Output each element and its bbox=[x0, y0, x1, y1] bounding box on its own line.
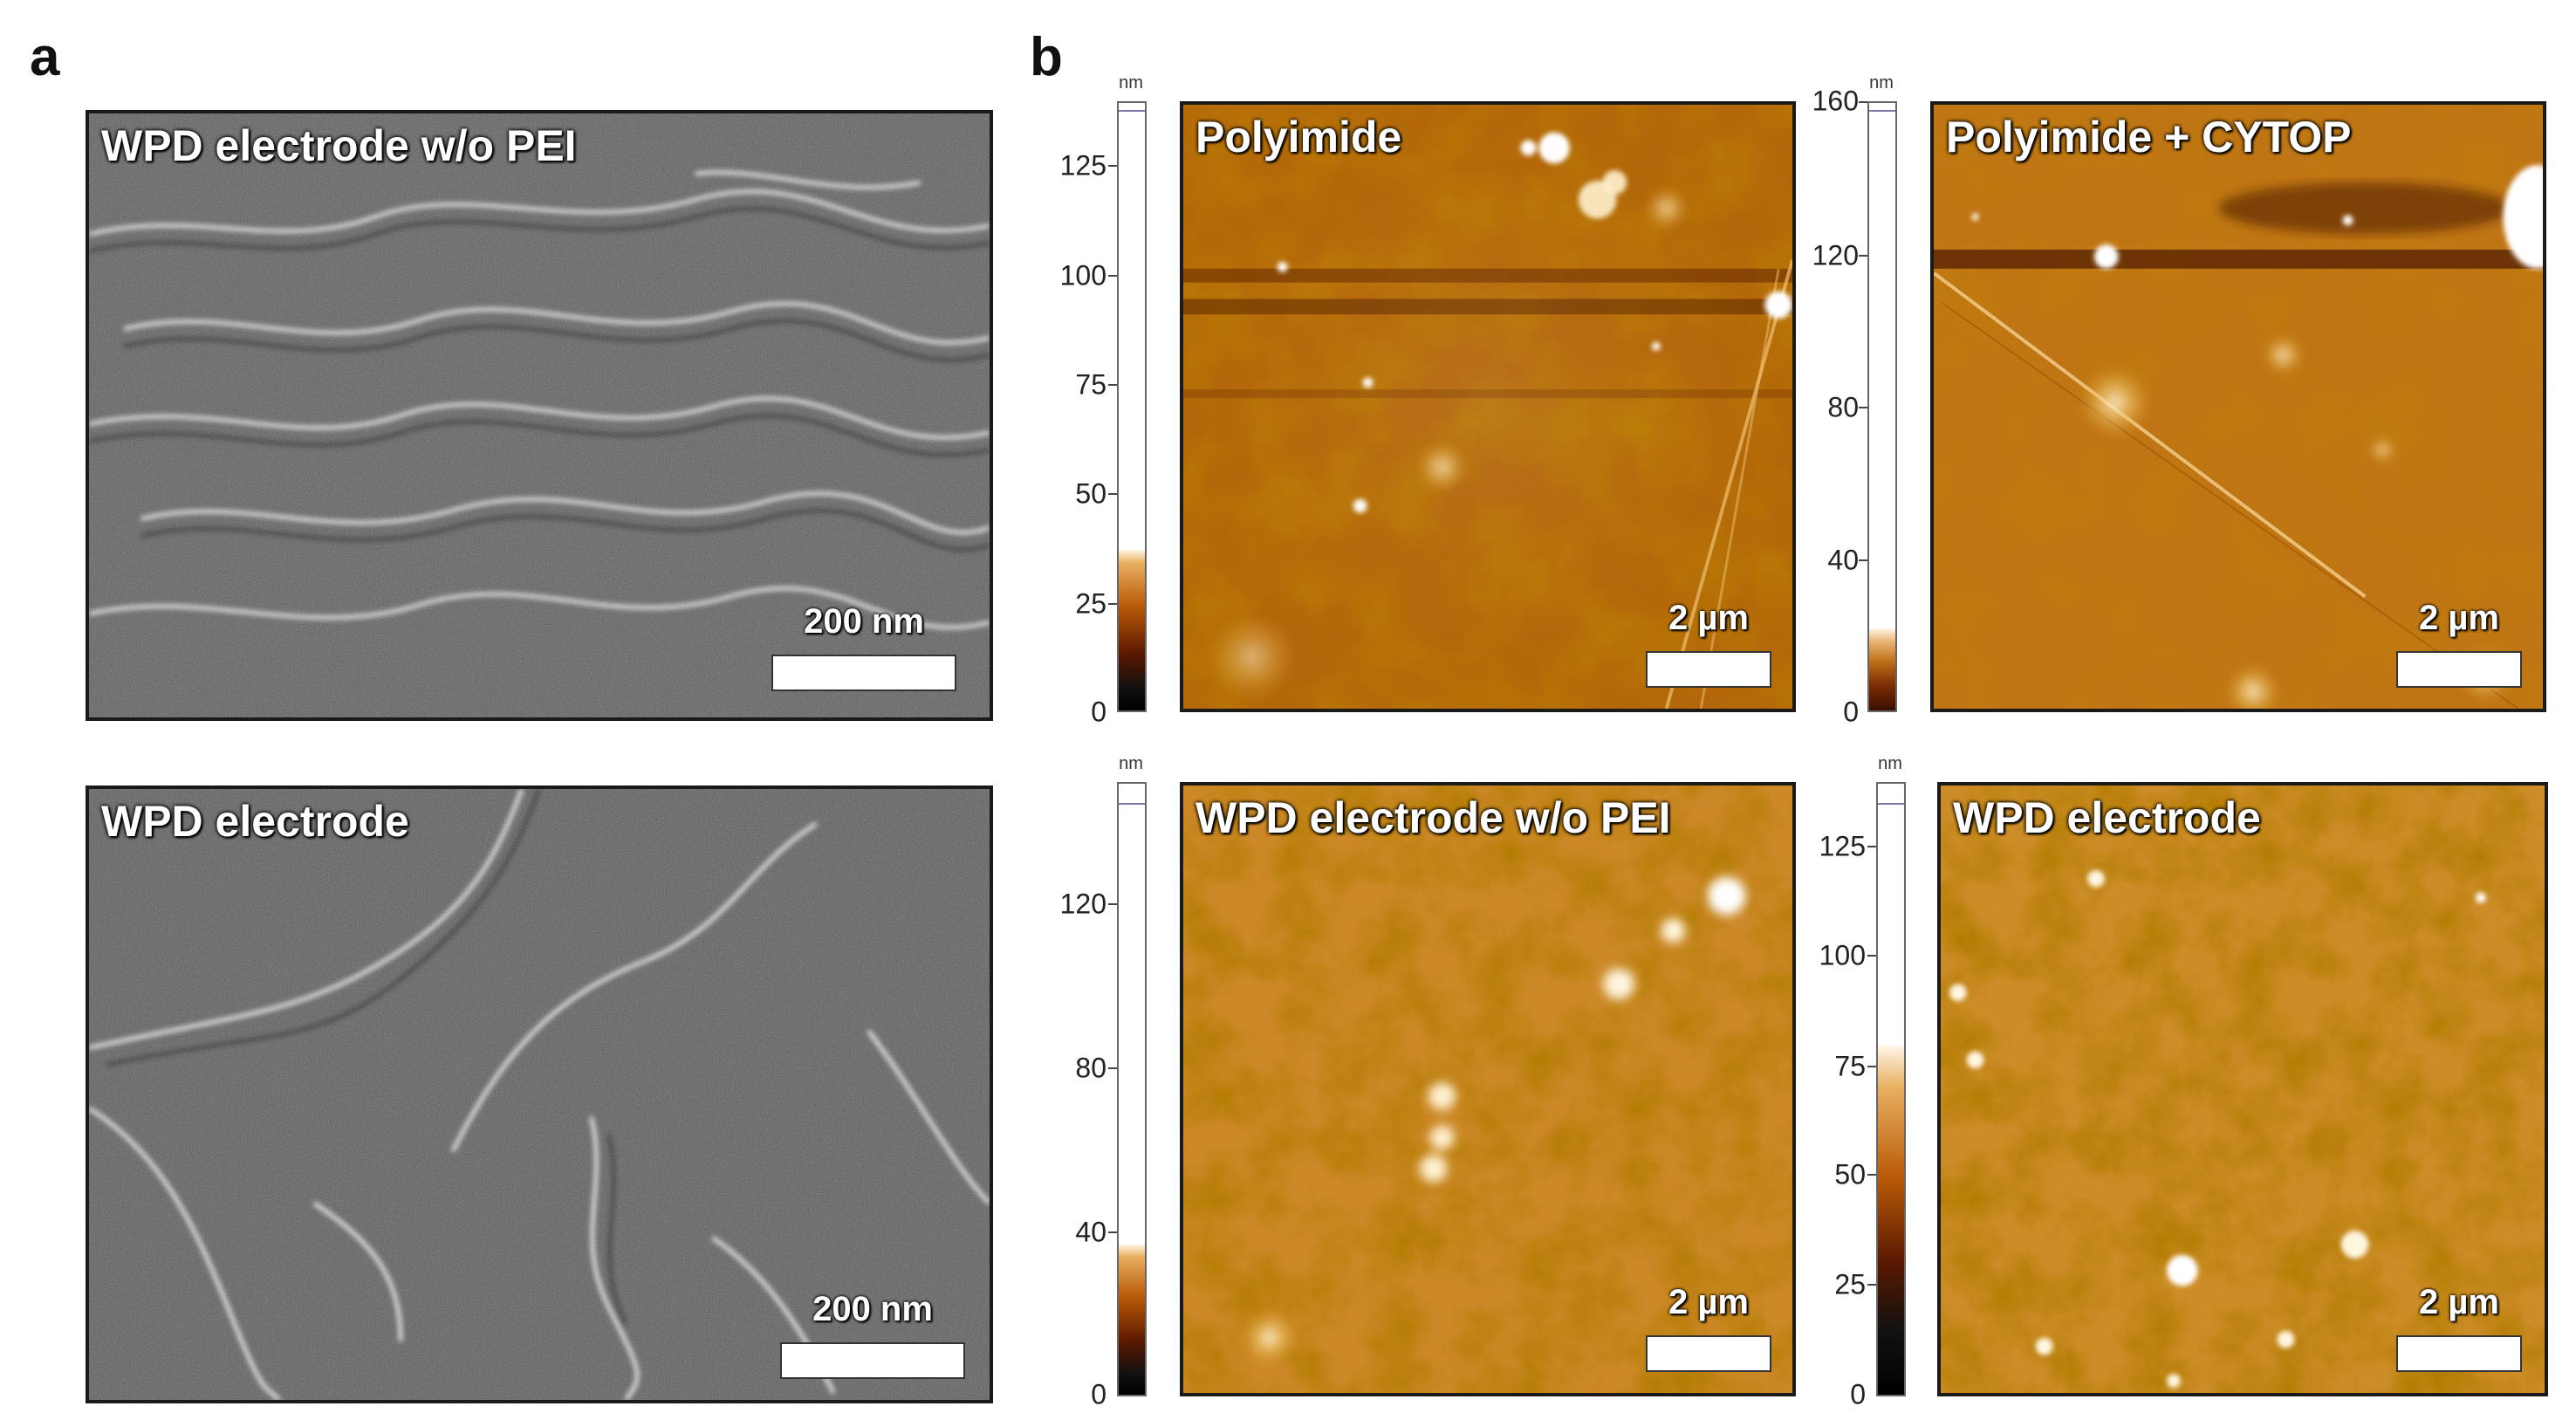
colorbar-3-tick: 120 bbox=[1059, 888, 1106, 920]
colorbar-3-tick: 40 bbox=[1075, 1216, 1106, 1248]
sem-texture bbox=[89, 113, 990, 717]
colorbar-4-tick: 75 bbox=[1834, 1050, 1866, 1082]
afm-wpd-scale-label: 2 µm bbox=[2419, 1283, 2499, 1321]
afm-wpd-no-pei-title: WPD electrode w/o PEI bbox=[1196, 793, 1671, 842]
colorbar-2-tickmark bbox=[1859, 101, 1867, 103]
colorbar-4-tick: 125 bbox=[1819, 830, 1866, 862]
colorbar-2-tickmark bbox=[1859, 559, 1867, 561]
colorbar-2-unit: nm bbox=[1869, 73, 1894, 93]
colorbar-4-tickmark bbox=[1867, 1284, 1876, 1286]
colorbar-4-tick: 100 bbox=[1819, 939, 1866, 971]
colorbar-1-tick: 125 bbox=[1059, 149, 1106, 182]
afm-wpd-title: WPD electrode bbox=[1953, 793, 2261, 842]
sem-top-title: WPD electrode w/o PEI bbox=[101, 121, 577, 170]
panel-b-letter: b bbox=[1030, 27, 1063, 87]
colorbar-3-unit: nm bbox=[1119, 754, 1143, 773]
colorbar-2-tick: 40 bbox=[1827, 544, 1859, 576]
colorbar-2-tickmark bbox=[1859, 407, 1867, 408]
colorbar-3-tick: 80 bbox=[1075, 1052, 1106, 1084]
colorbar-1-tickmark bbox=[1108, 165, 1117, 167]
sem-image-bottom: WPD electrode 200 nm bbox=[86, 785, 993, 1403]
colorbar-2-tick: 80 bbox=[1827, 391, 1859, 423]
afm-image-wpd: WPD electrode 2 µm bbox=[1937, 782, 2548, 1396]
sem-bottom-title: WPD electrode bbox=[101, 797, 409, 846]
colorbar-3-tickmark bbox=[1108, 1231, 1117, 1233]
colorbar-4-tickmark bbox=[1867, 1174, 1876, 1176]
colorbar-4-tickmark bbox=[1867, 1066, 1876, 1067]
colorbar-3-tick: 0 bbox=[1091, 1378, 1106, 1410]
afm-cytop-scale-label: 2 µm bbox=[2419, 599, 2499, 637]
colorbar-1 bbox=[1117, 101, 1147, 712]
sem-image-top: WPD electrode w/o PEI 200 nm bbox=[86, 110, 993, 721]
afm-wpd-scale-bar bbox=[2396, 1335, 2522, 1372]
sem-bottom-scale-bar bbox=[780, 1342, 965, 1379]
panel-a-letter: a bbox=[30, 27, 60, 87]
sem-top-scale-label: 200 nm bbox=[804, 602, 924, 641]
colorbar-4-tick: 25 bbox=[1834, 1268, 1866, 1300]
colorbar-4-tickmark bbox=[1867, 846, 1876, 847]
colorbar-2-tick: 120 bbox=[1812, 239, 1859, 271]
afm-image-wpd-no-pei: WPD electrode w/o PEI 2 µm bbox=[1180, 782, 1796, 1396]
colorbar-1-tickmark bbox=[1108, 603, 1117, 605]
sem-top-scale-bar bbox=[771, 655, 956, 691]
colorbar-3-tickmark bbox=[1108, 903, 1117, 905]
colorbar-4-tick: 50 bbox=[1834, 1158, 1866, 1190]
colorbar-1-tickmark bbox=[1108, 493, 1117, 495]
colorbar-4-tickmark bbox=[1867, 955, 1876, 957]
colorbar-4-unit: nm bbox=[1878, 754, 1902, 773]
afm-polyimide-scale-label: 2 µm bbox=[1668, 599, 1749, 637]
colorbar-1-tick: 25 bbox=[1075, 587, 1106, 620]
afm-texture bbox=[1934, 105, 2543, 709]
afm-polyimide-scale-bar bbox=[1646, 651, 1771, 688]
afm-wpd-no-pei-scale-bar bbox=[1646, 1335, 1771, 1372]
afm-texture bbox=[1183, 785, 1792, 1393]
colorbar-2-tickmark bbox=[1859, 255, 1867, 257]
afm-texture bbox=[1183, 105, 1792, 709]
colorbar-1-tick: 50 bbox=[1075, 477, 1106, 510]
afm-image-polyimide-cytop: Polyimide + CYTOP 2 µm bbox=[1930, 101, 2546, 712]
colorbar-4 bbox=[1876, 782, 1906, 1396]
sem-bottom-scale-label: 200 nm bbox=[812, 1290, 933, 1328]
colorbar-3-tickmark bbox=[1108, 1067, 1117, 1069]
colorbar-2-tick: 160 bbox=[1812, 85, 1859, 117]
colorbar-3 bbox=[1117, 782, 1147, 1396]
afm-polyimide-title: Polyimide bbox=[1196, 113, 1402, 161]
colorbar-1-tick: 100 bbox=[1059, 259, 1106, 292]
afm-wpd-no-pei-scale-label: 2 µm bbox=[1668, 1283, 1749, 1321]
colorbar-4-tick: 0 bbox=[1850, 1378, 1866, 1410]
colorbar-1-unit: nm bbox=[1119, 73, 1143, 93]
colorbar-2 bbox=[1867, 101, 1897, 712]
afm-cytop-scale-bar bbox=[2396, 651, 2522, 688]
afm-image-polyimide: Polyimide 2 µm bbox=[1180, 101, 1796, 712]
colorbar-1-tickmark bbox=[1108, 275, 1117, 277]
afm-cytop-title: Polyimide + CYTOP bbox=[1946, 113, 2352, 161]
sem-texture bbox=[89, 789, 990, 1400]
colorbar-2-tick: 0 bbox=[1843, 696, 1859, 728]
colorbar-1-tick: 0 bbox=[1091, 696, 1106, 728]
colorbar-1-tickmark bbox=[1108, 384, 1117, 386]
colorbar-1-tick: 75 bbox=[1075, 368, 1106, 401]
